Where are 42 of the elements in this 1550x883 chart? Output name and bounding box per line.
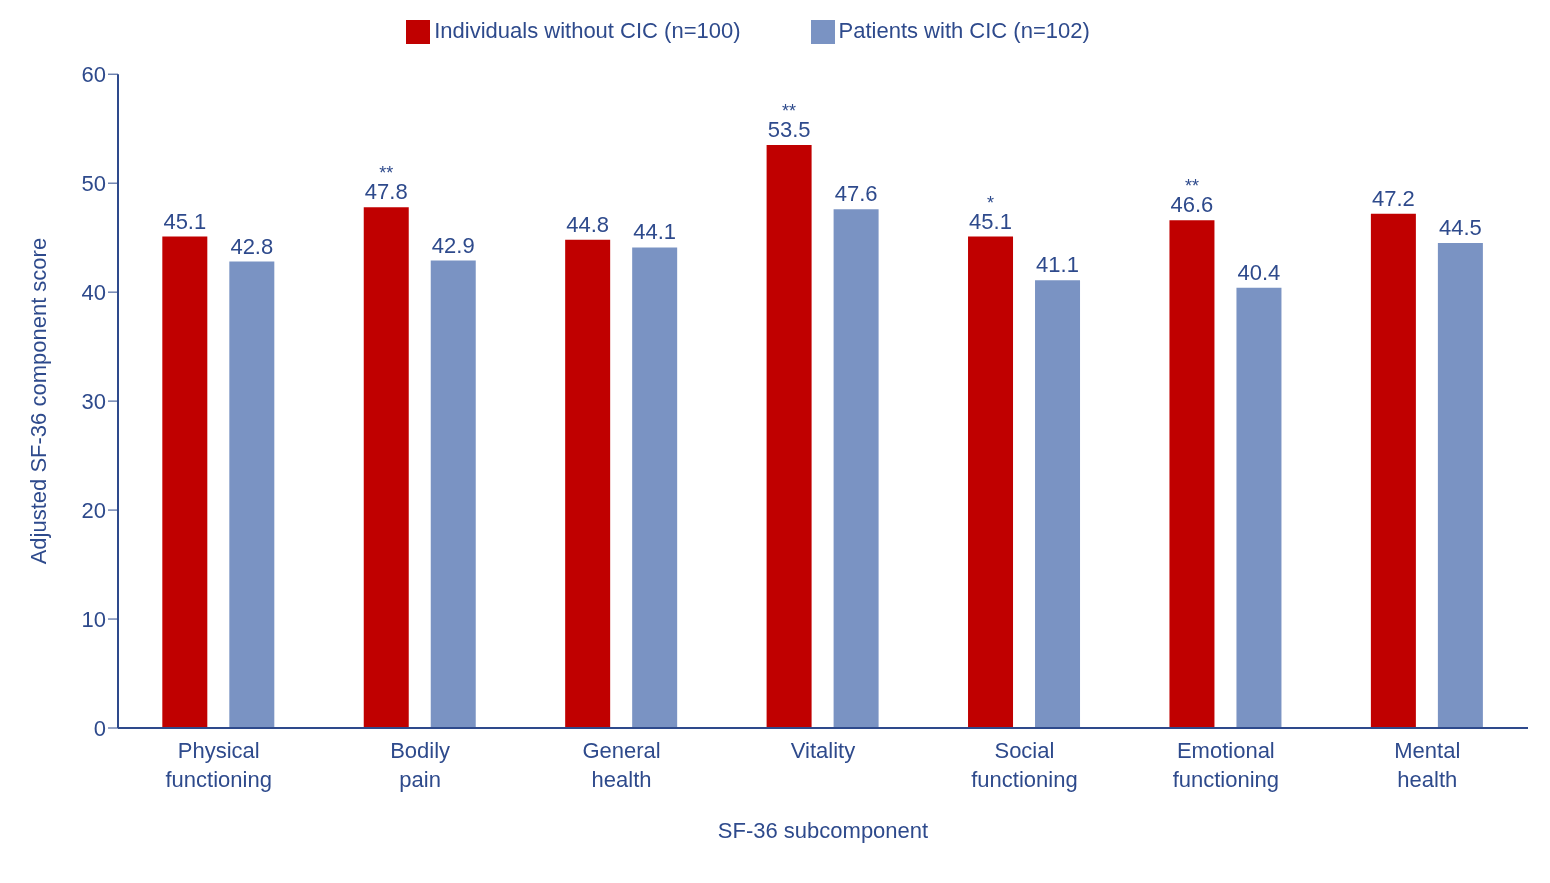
y-tick-label: 60 <box>81 62 106 87</box>
legend-label: Individuals without CIC (n=100) <box>434 18 741 43</box>
x-tick-label: Physical functioning <box>165 738 272 792</box>
x-tick-label: Mental health <box>1394 738 1461 792</box>
data-label: 45.1 <box>163 208 207 234</box>
y-tick-label: 50 <box>81 170 106 196</box>
bar <box>229 261 275 728</box>
bar <box>766 145 812 728</box>
data-label: 40.4 <box>1237 259 1281 285</box>
y-tick-label: 10 <box>81 606 106 632</box>
data-label: 47.2 <box>1371 185 1415 211</box>
y-tick-label: 40 <box>81 279 106 305</box>
bar <box>833 209 879 728</box>
data-label: 42.9 <box>431 232 475 258</box>
bar <box>632 247 678 728</box>
bar <box>1437 243 1483 728</box>
data-label: 44.8 <box>566 211 610 237</box>
bar <box>1370 213 1416 728</box>
x-tick-label: Vitality <box>790 738 856 763</box>
bar <box>430 260 476 728</box>
x-tick-label: Bodily pain <box>390 738 451 792</box>
x-tick-label: General health <box>582 738 661 792</box>
x-axis-title: SF-36 subcomponent <box>717 818 929 843</box>
data-label: 47.6 <box>834 181 878 207</box>
y-tick-label: 20 <box>81 497 106 523</box>
bar <box>363 207 409 728</box>
data-label: 41.1 <box>1036 252 1079 278</box>
bar <box>565 239 611 728</box>
data-label: 44.1 <box>633 219 677 245</box>
bar <box>162 236 208 728</box>
legend-label: Patients with CIC (n=102) <box>838 18 1090 43</box>
data-label: 42.8 <box>230 233 274 259</box>
x-tick-label: Emotional functioning <box>1172 738 1280 792</box>
bar <box>1169 220 1215 728</box>
y-tick-label: 30 <box>81 388 106 414</box>
bar <box>968 236 1014 728</box>
data-label: 44.5 <box>1438 215 1482 241</box>
bar <box>1236 287 1282 728</box>
bar <box>1035 280 1081 728</box>
x-tick-label: Social functioning <box>971 738 1078 792</box>
y-tick-label: 0 <box>93 715 106 741</box>
y-axis-title: Adjusted SF-36 component score <box>25 237 51 565</box>
